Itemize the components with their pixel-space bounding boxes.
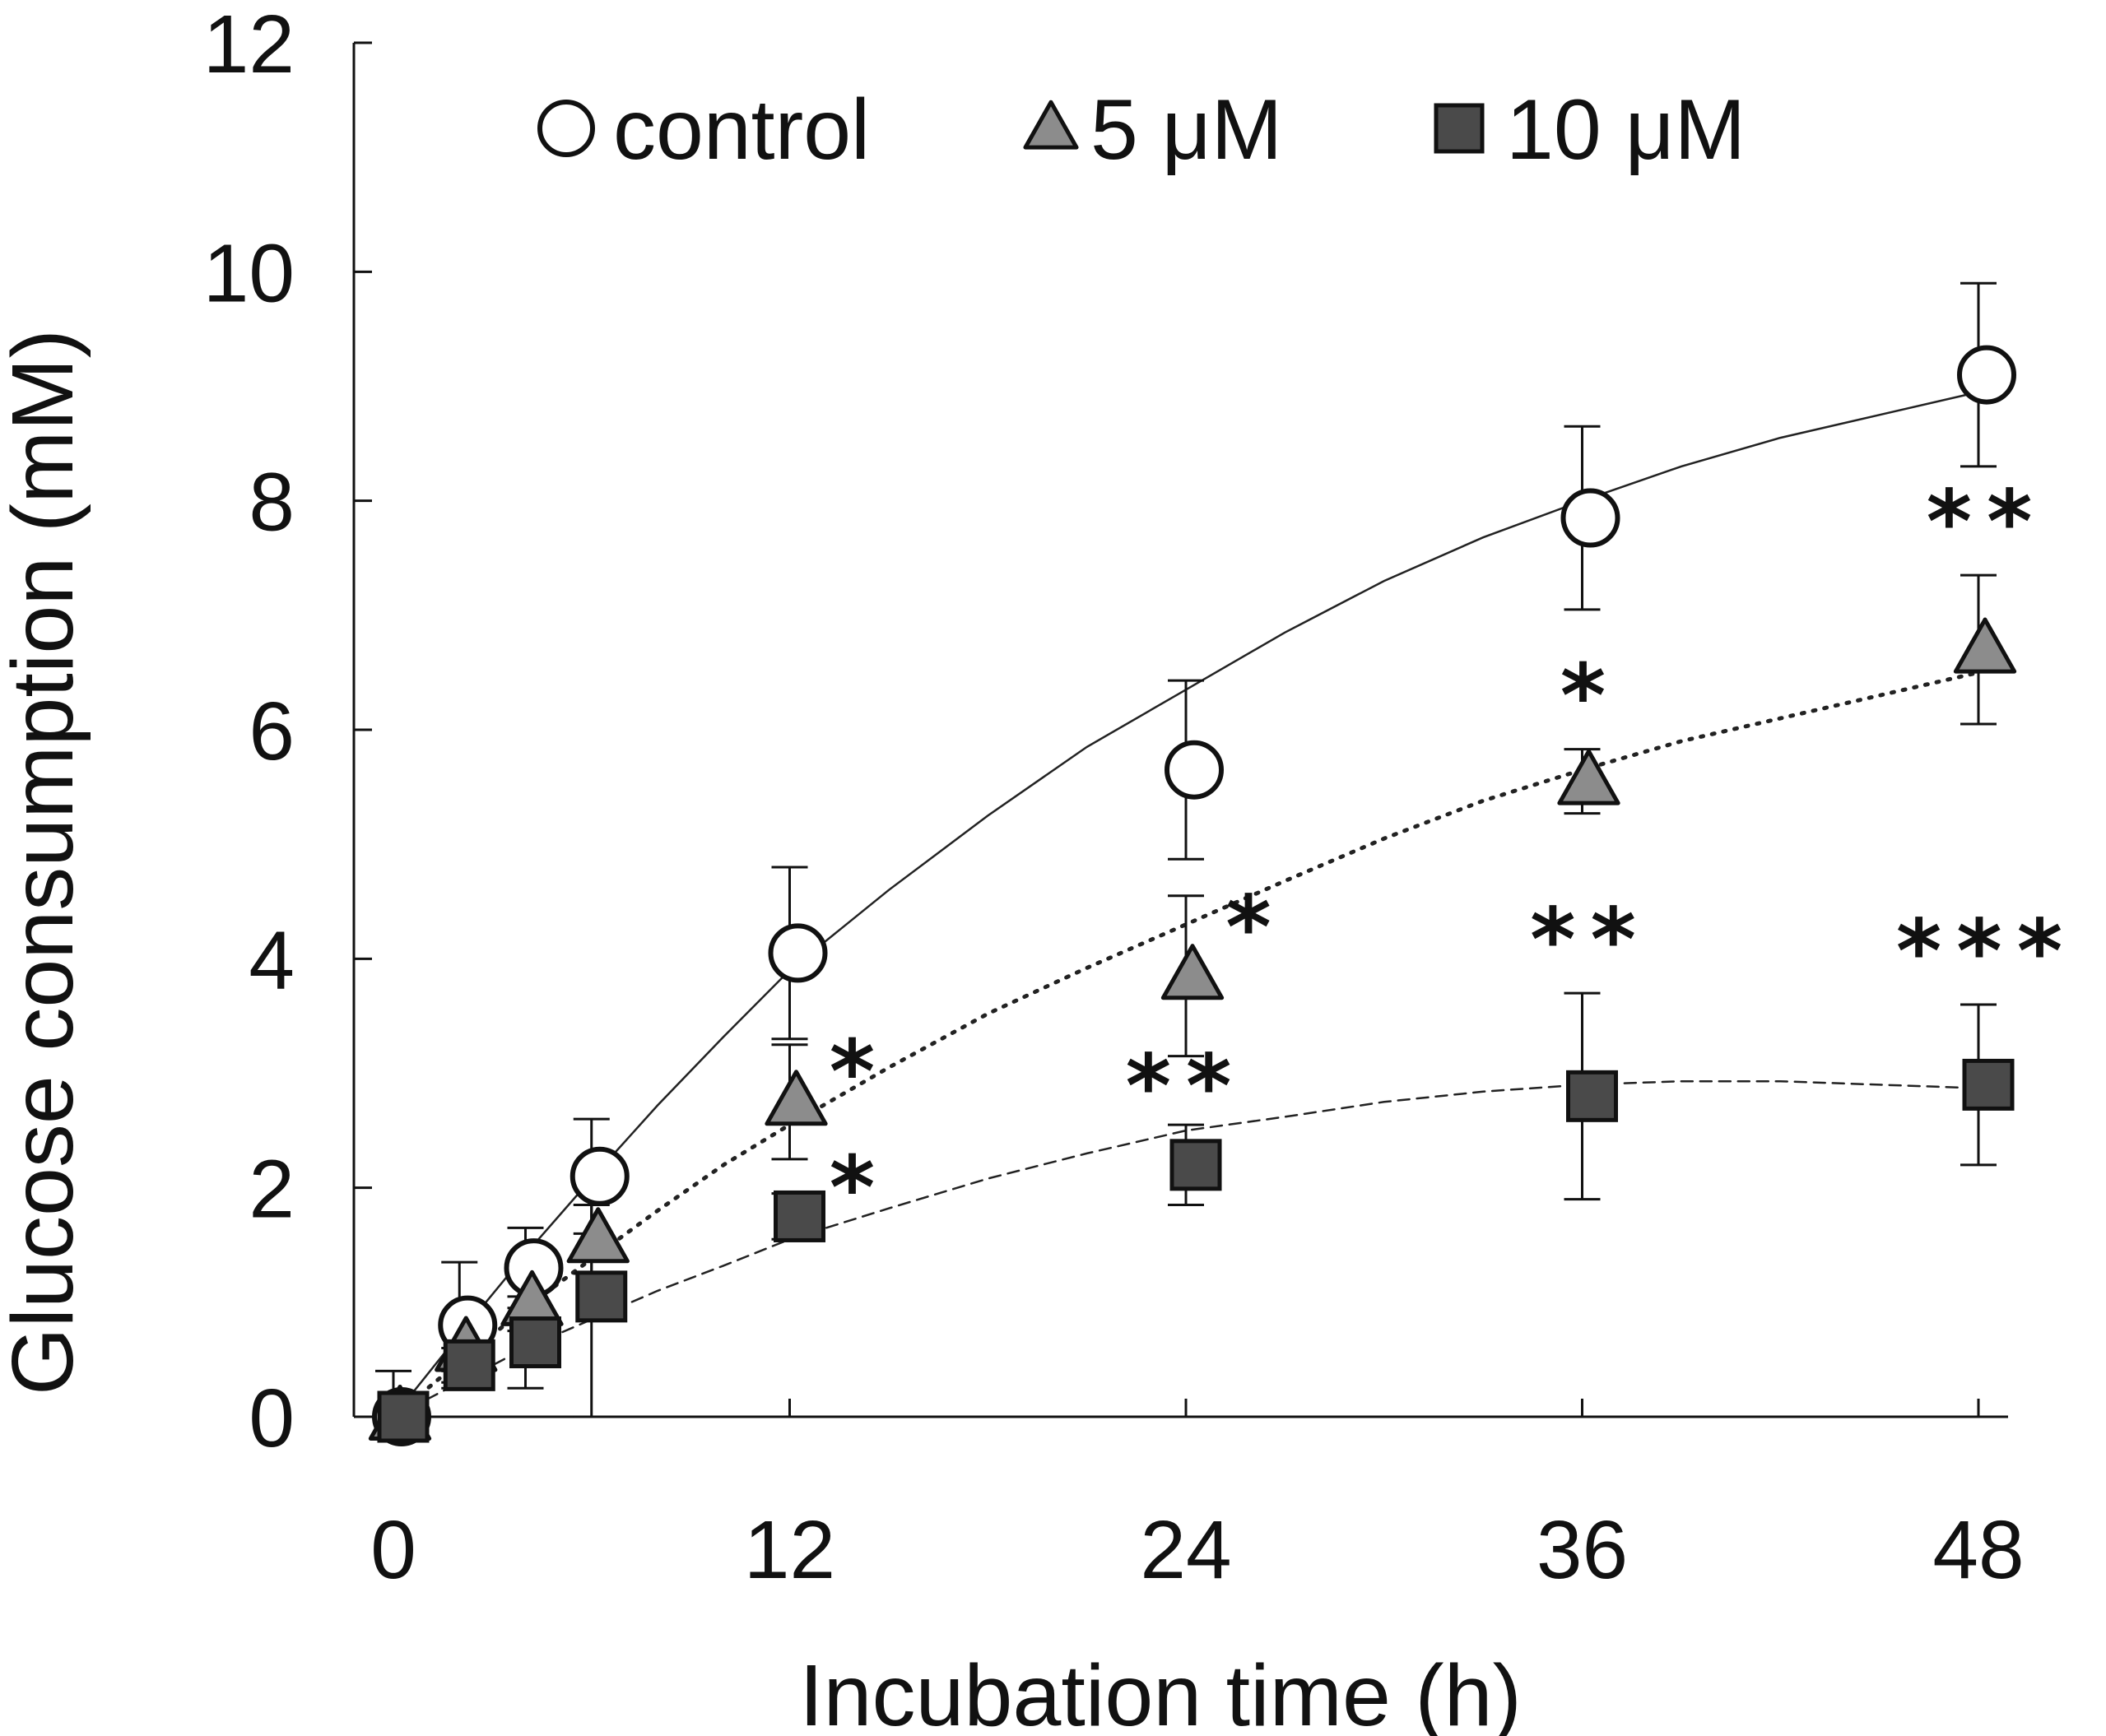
x-tick-label: 36 <box>1536 1504 1628 1596</box>
data-point-circle <box>1560 488 1620 548</box>
x-tick-label: 0 <box>370 1504 416 1596</box>
data-point-triangle <box>1160 944 1225 1000</box>
legend: control 5 μM 10 μM <box>537 82 1746 178</box>
data-point-square <box>774 1190 825 1242</box>
legend-marker-square <box>1434 103 1485 154</box>
y-axis-title: Glucose consumption (mM) <box>0 329 91 1395</box>
significance-mark: * <box>1560 646 1620 747</box>
y-tick-label: 6 <box>249 685 295 777</box>
data-point-circle <box>768 923 828 983</box>
significance-marks: ********** *** <box>830 471 2077 1238</box>
data-markers <box>368 345 2017 1446</box>
legend-marker-triangle <box>1023 100 1079 150</box>
data-point-circle <box>1957 345 2016 405</box>
data-point-square <box>443 1339 495 1391</box>
data-point-triangle <box>1557 749 1620 805</box>
significance-mark: *** <box>1896 901 2077 1002</box>
legend-marker-circle <box>537 100 595 157</box>
x-axis-title: Incubation time (h) <box>799 1647 1522 1736</box>
significance-mark: * <box>830 1022 890 1123</box>
y-tick-label: 4 <box>249 914 295 1006</box>
x-tick-label: 24 <box>1140 1504 1231 1596</box>
y-tick-label: 2 <box>249 1144 295 1236</box>
y-tick-label: 0 <box>249 1372 295 1464</box>
significance-mark: ** <box>1530 889 1651 991</box>
data-point-triangle <box>765 1070 828 1126</box>
data-point-square <box>575 1270 628 1323</box>
data-point-triangle <box>1953 617 2017 674</box>
data-point-square <box>377 1390 430 1443</box>
significance-mark: * <box>1225 877 1285 978</box>
data-point-square <box>1962 1058 2015 1111</box>
data-point-triangle <box>566 1207 630 1264</box>
significance-mark: ** <box>1126 1036 1247 1137</box>
data-point-square <box>1566 1070 1618 1122</box>
legend-label: control <box>613 82 870 178</box>
legend-label: 5 μM <box>1090 82 1282 178</box>
data-point-circle <box>570 1146 630 1206</box>
x-tick-label: 48 <box>1932 1504 2024 1596</box>
y-tick-label: 12 <box>203 0 295 91</box>
data-point-square <box>509 1316 561 1369</box>
y-tick-label: 8 <box>249 457 295 549</box>
fit-curve-square <box>392 1079 1980 1418</box>
significance-mark: ** <box>1927 471 2048 573</box>
legend-label: 10 μM <box>1506 82 1746 178</box>
x-tick-label: 12 <box>744 1504 835 1596</box>
significance-mark: * <box>830 1137 890 1238</box>
y-tick-label: 10 <box>203 227 295 319</box>
data-point-circle <box>1165 740 1224 800</box>
data-point-square <box>1169 1139 1222 1191</box>
